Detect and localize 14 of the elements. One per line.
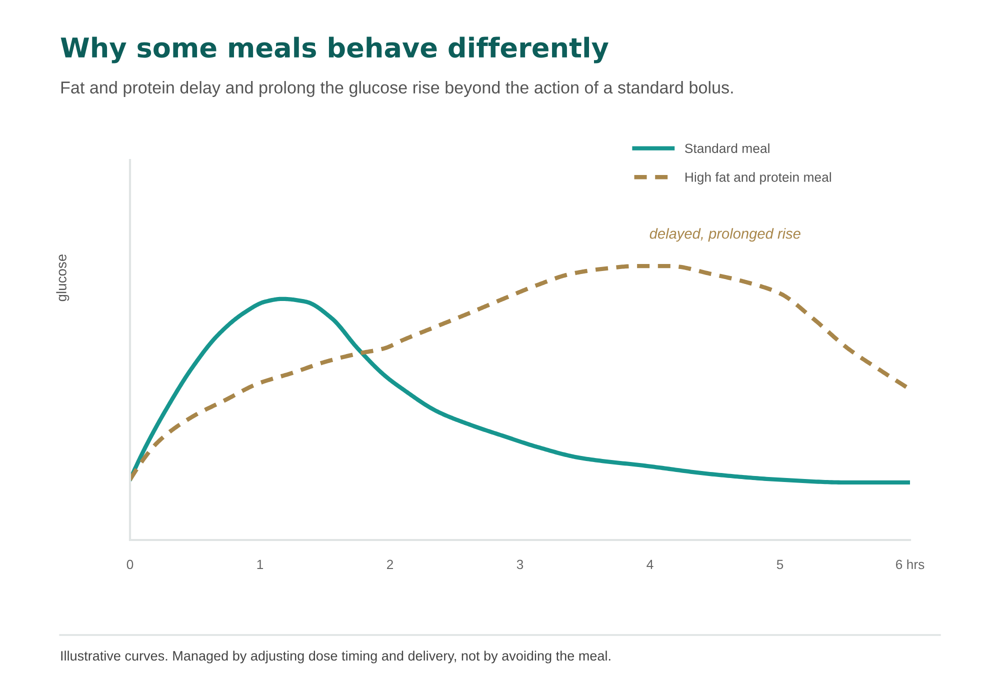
- legend-label: High fat and protein meal: [685, 172, 831, 184]
- x-tick-label: 4: [646, 560, 654, 570]
- x-tick-label: 6 hrs: [896, 559, 924, 570]
- text: Illustrative curves. Managed by adjusting dose timing and delivery, not by avoiding the meal.: [61, 650, 610, 664]
- legend-label: Standard meal: [685, 143, 770, 154]
- x-tick-label: 1: [257, 560, 264, 570]
- x-tick-label: 0: [126, 560, 134, 570]
- x-tick-label: 2: [386, 560, 394, 570]
- chart-subtitle: Fat and protein delay and prolong the glucose rise beyond the action of a standard bolus.: [61, 81, 733, 97]
- y-axis-title: glucose: [56, 254, 70, 302]
- x-tick-label: 5: [776, 560, 784, 570]
- x-tick-label: 3: [516, 560, 524, 570]
- text: delayed, prolonged rise: [650, 228, 800, 242]
- chart-title: Why some meals behave differently: [60, 36, 608, 64]
